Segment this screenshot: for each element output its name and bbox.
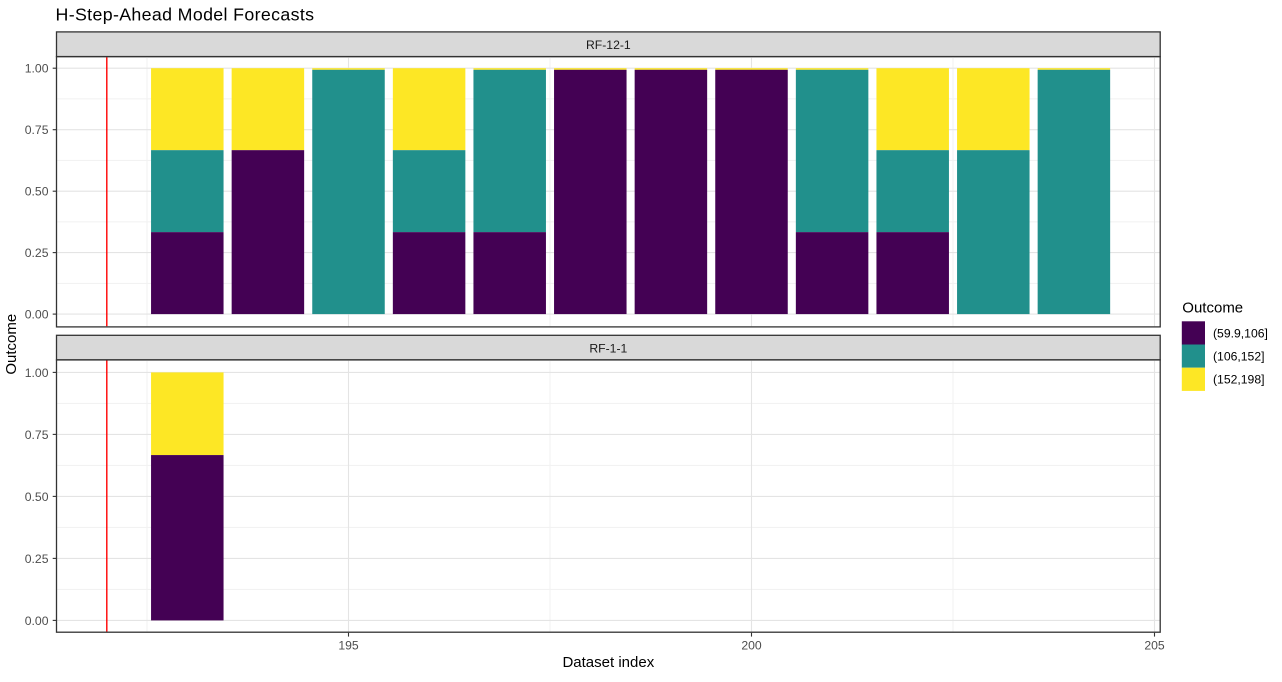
- svg-text:0.00: 0.00: [25, 614, 49, 628]
- svg-text:RF-1-1: RF-1-1: [589, 341, 627, 355]
- svg-text:0.50: 0.50: [25, 185, 49, 199]
- svg-text:200: 200: [741, 638, 762, 652]
- svg-text:(106,152]: (106,152]: [1213, 350, 1265, 364]
- svg-text:RF-12-1: RF-12-1: [586, 38, 631, 52]
- svg-text:Outcome: Outcome: [3, 314, 20, 375]
- svg-text:(152,198]: (152,198]: [1213, 373, 1265, 387]
- svg-text:205: 205: [1144, 638, 1165, 652]
- svg-text:0.50: 0.50: [25, 490, 49, 504]
- svg-text:1.00: 1.00: [25, 366, 49, 380]
- svg-text:1.00: 1.00: [25, 62, 49, 76]
- svg-text:0.75: 0.75: [25, 123, 49, 137]
- svg-text:Dataset index: Dataset index: [562, 654, 654, 671]
- svg-text:0.25: 0.25: [25, 246, 49, 260]
- svg-text:0.75: 0.75: [25, 428, 49, 442]
- svg-text:H-Step-Ahead Model Forecasts: H-Step-Ahead Model Forecasts: [56, 5, 315, 25]
- svg-text:Outcome: Outcome: [1182, 299, 1243, 316]
- svg-text:0.00: 0.00: [25, 308, 49, 322]
- svg-text:195: 195: [338, 638, 359, 652]
- svg-text:0.25: 0.25: [25, 552, 49, 566]
- svg-text:(59.9,106]: (59.9,106]: [1213, 326, 1268, 340]
